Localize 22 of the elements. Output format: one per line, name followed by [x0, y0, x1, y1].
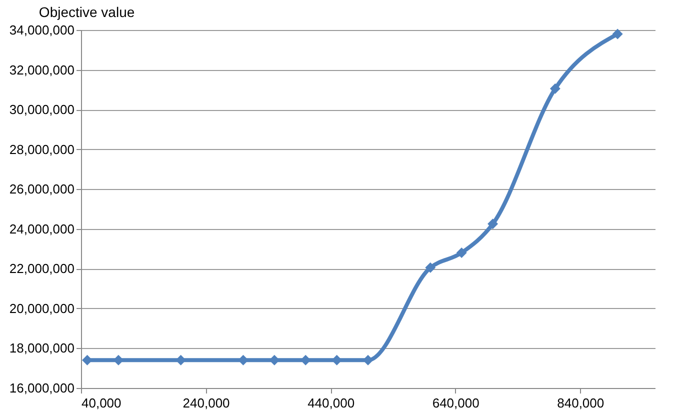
y-tick-label: 20,000,000	[9, 300, 74, 316]
y-tick-label: 24,000,000	[9, 221, 74, 236]
point	[488, 218, 498, 230]
x-tick-label: 440,000	[308, 396, 355, 410]
y-tick-label: 32,000,000	[9, 62, 74, 78]
x-tick-label: 240,000	[182, 396, 230, 410]
point	[82, 354, 92, 366]
y-tick-label: 28,000,000	[9, 142, 74, 157]
point	[612, 28, 623, 40]
chart-title: Objective value	[38, 4, 135, 20]
point	[456, 248, 467, 258]
x-tick-label: 840,000	[557, 396, 604, 410]
x-tick-label: 40,000	[82, 396, 122, 410]
y-tick-label: 26,000,000	[9, 182, 74, 197]
y-tick-label: 34,000,000	[9, 22, 74, 38]
x-tick-label: 640,000	[432, 396, 480, 410]
y-tick-label: 30,000,000	[9, 102, 74, 118]
y-tick-label: 18,000,000	[9, 340, 74, 356]
y-tick-label: 16,000,000	[9, 380, 74, 396]
point	[425, 262, 436, 273]
y-tick-label: 22,000,000	[9, 261, 74, 276]
point	[550, 83, 560, 94]
